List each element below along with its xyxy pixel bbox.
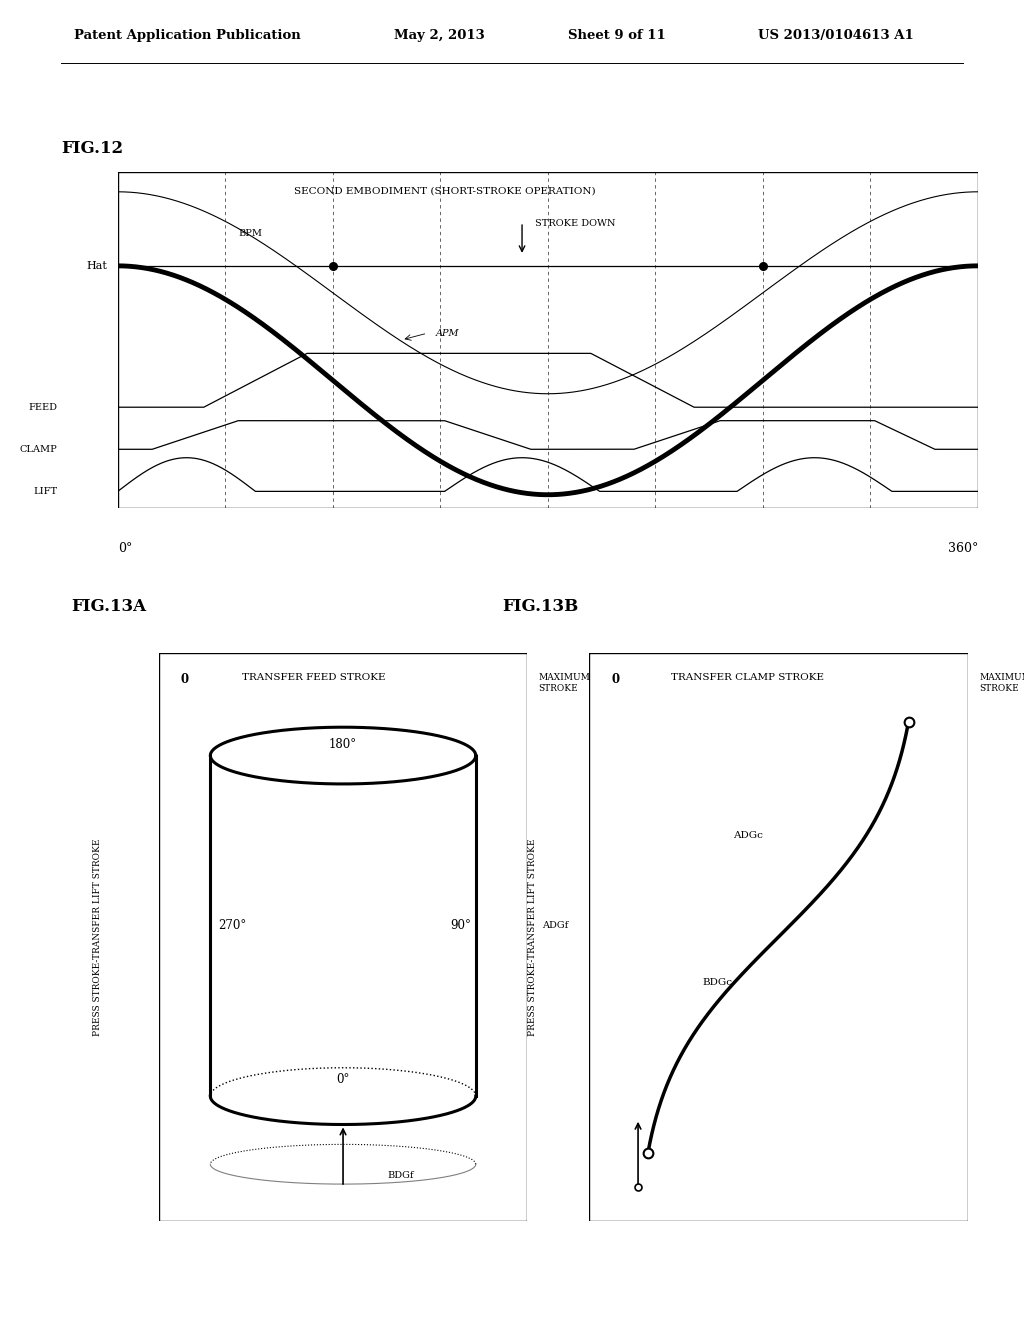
Text: 0: 0 <box>181 673 189 686</box>
Text: PRESS STROKE-TRANSFER LIFT STROKE: PRESS STROKE-TRANSFER LIFT STROKE <box>528 838 537 1036</box>
Text: MAXIMUM
STROKE: MAXIMUM STROKE <box>539 673 590 693</box>
Text: Patent Application Publication: Patent Application Publication <box>74 29 300 42</box>
Text: BDGc: BDGc <box>702 978 732 987</box>
Text: ADGc: ADGc <box>733 830 763 840</box>
Text: 0°: 0° <box>336 1073 350 1085</box>
Text: APM: APM <box>436 329 460 338</box>
Text: FIG.13B: FIG.13B <box>502 598 578 615</box>
Text: 0°: 0° <box>118 541 132 554</box>
Text: FIG.13A: FIG.13A <box>72 598 146 615</box>
Text: 90°: 90° <box>451 919 471 932</box>
Text: TRANSFER FEED STROKE: TRANSFER FEED STROKE <box>242 673 385 682</box>
Text: 270°: 270° <box>218 919 247 932</box>
Text: FEED: FEED <box>29 403 57 412</box>
Text: TRANSFER CLAMP STROKE: TRANSFER CLAMP STROKE <box>672 673 824 682</box>
Text: 0: 0 <box>611 673 620 686</box>
Text: BPM: BPM <box>239 230 262 239</box>
Text: May 2, 2013: May 2, 2013 <box>394 29 485 42</box>
Text: SECOND EMBODIMENT (SHORT-STROKE OPERATION): SECOND EMBODIMENT (SHORT-STROKE OPERATIO… <box>294 186 595 195</box>
Text: PRESS STROKE-TRANSFER LIFT STROKE: PRESS STROKE-TRANSFER LIFT STROKE <box>93 838 101 1036</box>
Text: MAXIMUM
STROKE: MAXIMUM STROKE <box>979 673 1024 693</box>
Text: Sheet 9 of 11: Sheet 9 of 11 <box>568 29 666 42</box>
Text: LIFT: LIFT <box>34 487 57 496</box>
Text: STROKE DOWN: STROKE DOWN <box>535 219 615 228</box>
Text: US 2013/0104613 A1: US 2013/0104613 A1 <box>758 29 913 42</box>
Text: FIG.12: FIG.12 <box>61 140 124 157</box>
Text: Hat: Hat <box>87 261 108 271</box>
Text: 180°: 180° <box>329 738 357 751</box>
Text: 360°: 360° <box>947 541 978 554</box>
Text: BDGf: BDGf <box>387 1171 414 1180</box>
Text: ADGf: ADGf <box>542 921 568 931</box>
Text: CLAMP: CLAMP <box>19 445 57 454</box>
